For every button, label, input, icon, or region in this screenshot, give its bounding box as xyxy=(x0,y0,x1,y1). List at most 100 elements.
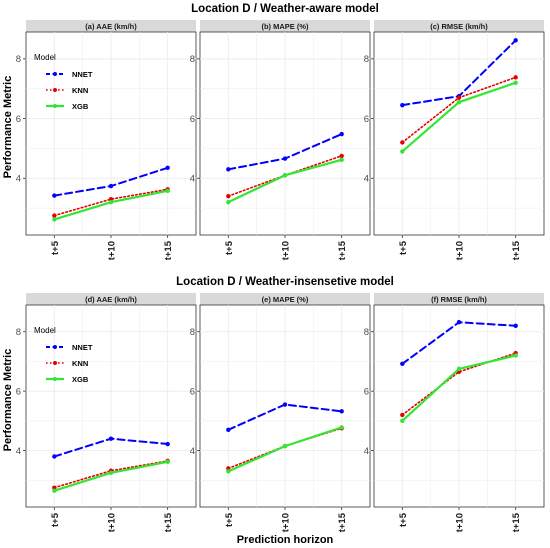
panel-1: (b) MAPE (%) 4 6 8 t+5 t+10 t+15 xyxy=(190,20,371,260)
panel-strip xyxy=(200,293,370,305)
data-point-xgb xyxy=(456,99,462,105)
panel-strip-label: (d) AAE (km/h) xyxy=(85,295,137,304)
bottom-y-axis-title: Performance Metric xyxy=(2,349,14,452)
data-point-xgb xyxy=(456,366,462,372)
x-tick-label: t+15 xyxy=(511,240,522,260)
data-point-xgb xyxy=(226,199,231,205)
y-tick-label: 4 xyxy=(364,446,369,457)
legend-point-nnet xyxy=(53,345,57,349)
panel-5: (f) RMSE (km/h) 4 6 8 t+5 t+10 t+15 xyxy=(364,293,545,532)
data-point-nnet xyxy=(513,38,518,43)
data-point-nnet xyxy=(456,320,462,325)
x-tick-label: t+15 xyxy=(337,512,348,532)
data-point-xgb xyxy=(400,149,405,154)
data-point-nnet xyxy=(52,193,57,198)
data-point-nnet xyxy=(226,167,231,172)
panels-layer: (a) AAE (km/h) 4 6 8 t+5 t+10 t+15 Model NNET KNN… xyxy=(16,20,545,532)
data-point-xgb xyxy=(339,157,344,162)
data-point-xgb xyxy=(226,469,231,474)
data-point-knn xyxy=(513,75,518,80)
legend-label-nnet: NNET xyxy=(72,343,93,352)
legend-point-xgb xyxy=(53,377,57,381)
x-tick-label: t+15 xyxy=(337,240,348,260)
data-point-xgb xyxy=(52,217,57,222)
panel-strip-label: (e) MAPE (%) xyxy=(262,295,309,304)
legend-label-xgb: XGB xyxy=(72,375,89,384)
legend-title: Model xyxy=(34,326,56,335)
data-point-knn xyxy=(400,412,405,418)
y-tick-label: 4 xyxy=(190,446,195,457)
x-tick-label: t+5 xyxy=(398,512,409,527)
legend-label-knn: KNN xyxy=(72,359,88,368)
y-tick-label: 6 xyxy=(16,114,21,125)
panel-4: (e) MAPE (%) 4 6 8 t+5 t+10 t+15 xyxy=(190,293,371,532)
y-tick-label: 8 xyxy=(364,54,369,65)
legend-point-nnet xyxy=(53,72,57,76)
data-point-nnet xyxy=(282,156,288,161)
x-tick-label: t+10 xyxy=(281,241,292,260)
y-tick-label: 4 xyxy=(364,174,369,185)
y-tick-label: 4 xyxy=(190,174,195,185)
series-line-knn xyxy=(401,352,517,416)
y-tick-label: 6 xyxy=(190,386,195,397)
panel-strip-label: (a) AAE (km/h) xyxy=(85,22,137,31)
x-tick-label: t+15 xyxy=(163,512,174,532)
x-tick-label: t+10 xyxy=(455,513,466,532)
x-tick-label: t+5 xyxy=(224,240,235,255)
bottom-figure-title: Location D / Weather-insensetive model xyxy=(176,276,394,288)
y-tick-label: 8 xyxy=(190,327,195,338)
data-point-xgb xyxy=(165,188,170,194)
data-point-nnet xyxy=(165,165,170,171)
legend-point-knn xyxy=(53,88,57,92)
y-tick-label: 8 xyxy=(16,54,21,65)
y-tick-label: 4 xyxy=(16,446,21,457)
legend-title: Model xyxy=(34,53,56,62)
panel-3: (d) AAE (km/h) 4 6 8 t+5 t+10 t+15 Model NNET KNN… xyxy=(16,293,197,532)
data-point-nnet xyxy=(52,454,57,459)
y-tick-label: 8 xyxy=(364,327,369,338)
legend: Model NNET KNN XGB xyxy=(34,326,93,384)
x-axis-title: Prediction horizon xyxy=(237,534,334,546)
y-tick-label: 4 xyxy=(16,174,21,185)
top-figure-title: Location D / Weather-aware model xyxy=(191,3,379,15)
data-point-xgb xyxy=(52,488,57,493)
legend-label-xgb: XGB xyxy=(72,102,89,111)
data-point-nnet xyxy=(339,131,344,137)
x-tick-label: t+15 xyxy=(511,512,522,532)
data-point-xgb xyxy=(165,459,170,465)
data-point-xgb xyxy=(400,418,405,424)
data-point-nnet xyxy=(108,183,114,189)
data-point-knn xyxy=(52,213,57,218)
panel-0: (a) AAE (km/h) 4 6 8 t+5 t+10 t+15 Model NNET KNN… xyxy=(16,20,197,260)
data-point-knn xyxy=(226,193,231,199)
data-point-nnet xyxy=(339,409,344,414)
data-point-xgb xyxy=(282,443,288,449)
data-point-nnet xyxy=(226,427,231,432)
x-tick-label: t+5 xyxy=(50,512,61,527)
panel-2: (c) RMSE (km/h) 4 6 8 t+5 t+10 t+15 xyxy=(364,20,545,260)
top-y-axis-title: Performance Metric xyxy=(2,76,14,179)
data-point-knn xyxy=(400,140,405,145)
panel-strip-label: (c) RMSE (km/h) xyxy=(430,22,488,31)
series-line-knn xyxy=(53,188,169,217)
panel-strip xyxy=(200,20,370,32)
x-tick-label: t+5 xyxy=(398,240,409,255)
legend-label-nnet: NNET xyxy=(72,70,93,79)
data-point-nnet xyxy=(165,441,170,447)
data-point-nnet xyxy=(513,323,518,328)
data-point-nnet xyxy=(400,102,405,108)
y-tick-label: 6 xyxy=(16,386,21,397)
legend-label-knn: KNN xyxy=(72,86,88,95)
panel-strip xyxy=(26,20,196,32)
panel-strip-label: (b) MAPE (%) xyxy=(261,22,309,31)
x-tick-label: t+10 xyxy=(281,513,292,532)
data-point-xgb xyxy=(282,173,288,178)
x-tick-label: t+5 xyxy=(50,240,61,255)
y-tick-label: 6 xyxy=(364,386,369,397)
legend: Model NNET KNN XGB xyxy=(34,53,93,111)
data-point-knn xyxy=(339,153,344,159)
x-tick-label: t+10 xyxy=(107,241,118,260)
data-point-xgb xyxy=(513,80,518,85)
legend-point-knn xyxy=(53,361,57,365)
